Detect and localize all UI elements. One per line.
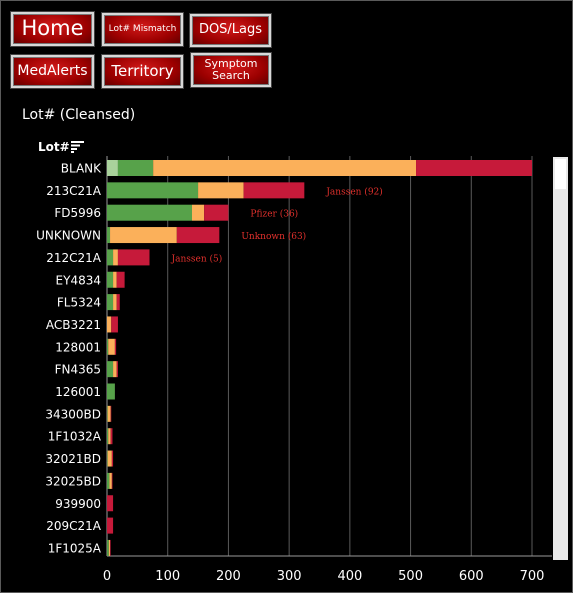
- bar-segment: [111, 450, 114, 467]
- bar-segment: [107, 450, 112, 467]
- y-tick-label: EY4834: [56, 273, 101, 287]
- scrollbar-thumb[interactable]: [555, 159, 566, 189]
- y-tick-label: FL5324: [57, 296, 101, 310]
- home-button[interactable]: Home: [11, 12, 94, 46]
- bar-segment: [107, 405, 111, 422]
- bar-segment: [107, 294, 114, 311]
- bar-segment: [107, 539, 109, 556]
- territory-button[interactable]: Territory: [102, 55, 183, 88]
- bar-segment: [110, 539, 111, 556]
- bar-segment: [107, 271, 114, 288]
- bar-segment: [117, 160, 154, 176]
- bar-segment: [107, 204, 192, 221]
- x-tick-label: 700: [520, 569, 545, 584]
- y-tick-label: 32025BD: [45, 474, 101, 488]
- bar-annotation: Pfizer (36): [250, 209, 298, 220]
- bar-segment: [107, 182, 199, 199]
- bar-segment: [198, 182, 244, 199]
- bar-segment: [107, 495, 114, 512]
- lot-mismatch-button[interactable]: Lot# Mismatch: [102, 13, 183, 46]
- bar-segment: [113, 249, 118, 266]
- bar-segment: [204, 204, 229, 221]
- bar-segment: [113, 271, 117, 288]
- y-tick-label: BLANK: [61, 162, 102, 176]
- x-tick-label: 500: [398, 569, 423, 584]
- y-tick-label: UNKNOWN: [36, 229, 101, 243]
- y-tick-label: 34300BD: [45, 407, 101, 421]
- bar-segment: [107, 160, 118, 176]
- x-tick-label: 300: [277, 569, 302, 584]
- x-tick-label: 100: [155, 569, 180, 584]
- bar-segment: [111, 472, 113, 489]
- y-tick-label: 126001: [55, 385, 101, 399]
- y-tick-label: FN4365: [55, 363, 101, 377]
- bar-segment: [110, 227, 177, 244]
- bar-segment: [107, 249, 114, 266]
- y-axis-label: Lot#: [38, 140, 70, 154]
- bar-segment: [107, 450, 108, 467]
- bar-segment: [107, 428, 109, 445]
- bar-segment: [114, 338, 117, 355]
- y-tick-label: 1F1032A: [48, 430, 102, 444]
- bar-segment: [107, 383, 115, 400]
- bar-segment: [176, 227, 220, 244]
- bar-segment: [113, 294, 117, 311]
- chart-title: Lot# (Cleansed): [22, 107, 136, 123]
- bar-segment: [116, 294, 120, 311]
- bar-segment: [107, 472, 110, 489]
- y-tick-label: FD5996: [54, 206, 101, 220]
- x-tick-label: 0: [103, 569, 111, 584]
- sort-icon[interactable]: [71, 141, 85, 153]
- bar-segment: [153, 160, 417, 176]
- bar-segment: [113, 361, 117, 378]
- bar-segment: [107, 338, 109, 355]
- x-tick-label: 200: [216, 569, 241, 584]
- bar-segment: [109, 472, 112, 489]
- bar-segment: [116, 271, 125, 288]
- bar-segment: [110, 428, 113, 445]
- bar-segment: [107, 361, 114, 378]
- bar-segment: [111, 316, 118, 333]
- bar-annotation: Janssen (92): [325, 186, 382, 197]
- y-tick-label: ACB3221: [46, 318, 101, 332]
- bar-segment: [107, 316, 112, 333]
- symptom-search-button[interactable]: Symptom Search: [191, 53, 271, 87]
- y-tick-label: 128001: [55, 340, 101, 354]
- bar-segment: [116, 361, 118, 378]
- y-tick-label: 32021BD: [45, 452, 101, 466]
- dos-lags-button[interactable]: DOS/Lags: [190, 14, 271, 47]
- symptom-search-line1: Symptom: [204, 56, 258, 70]
- symptom-search-line2: Search: [212, 69, 250, 82]
- bar-segment: [108, 539, 111, 556]
- bar-segment: [107, 405, 108, 422]
- bar-segment: [416, 160, 532, 176]
- bar-segment: [117, 249, 150, 266]
- bar-segment: [243, 182, 305, 199]
- bar-annotation: Unknown (63): [241, 231, 306, 242]
- scrollbar-track[interactable]: [553, 157, 568, 560]
- bar-segment: [107, 517, 114, 534]
- medalerts-button[interactable]: MedAlerts: [11, 55, 94, 88]
- bar-segment: [110, 405, 112, 422]
- y-tick-label: 939900: [55, 497, 101, 511]
- y-tick-label: 213C21A: [46, 184, 102, 198]
- y-tick-label: 1F1025A: [48, 541, 102, 555]
- bar-annotation: Janssen (5): [171, 253, 223, 264]
- bar-segment: [108, 428, 111, 445]
- y-tick-label: 209C21A: [46, 519, 102, 533]
- bar-segment: [107, 227, 111, 244]
- y-tick-label: 212C21A: [46, 251, 102, 265]
- x-tick-label: 600: [459, 569, 484, 584]
- bar-segment: [192, 204, 205, 221]
- bar-segment: [108, 338, 115, 355]
- x-tick-label: 400: [337, 569, 362, 584]
